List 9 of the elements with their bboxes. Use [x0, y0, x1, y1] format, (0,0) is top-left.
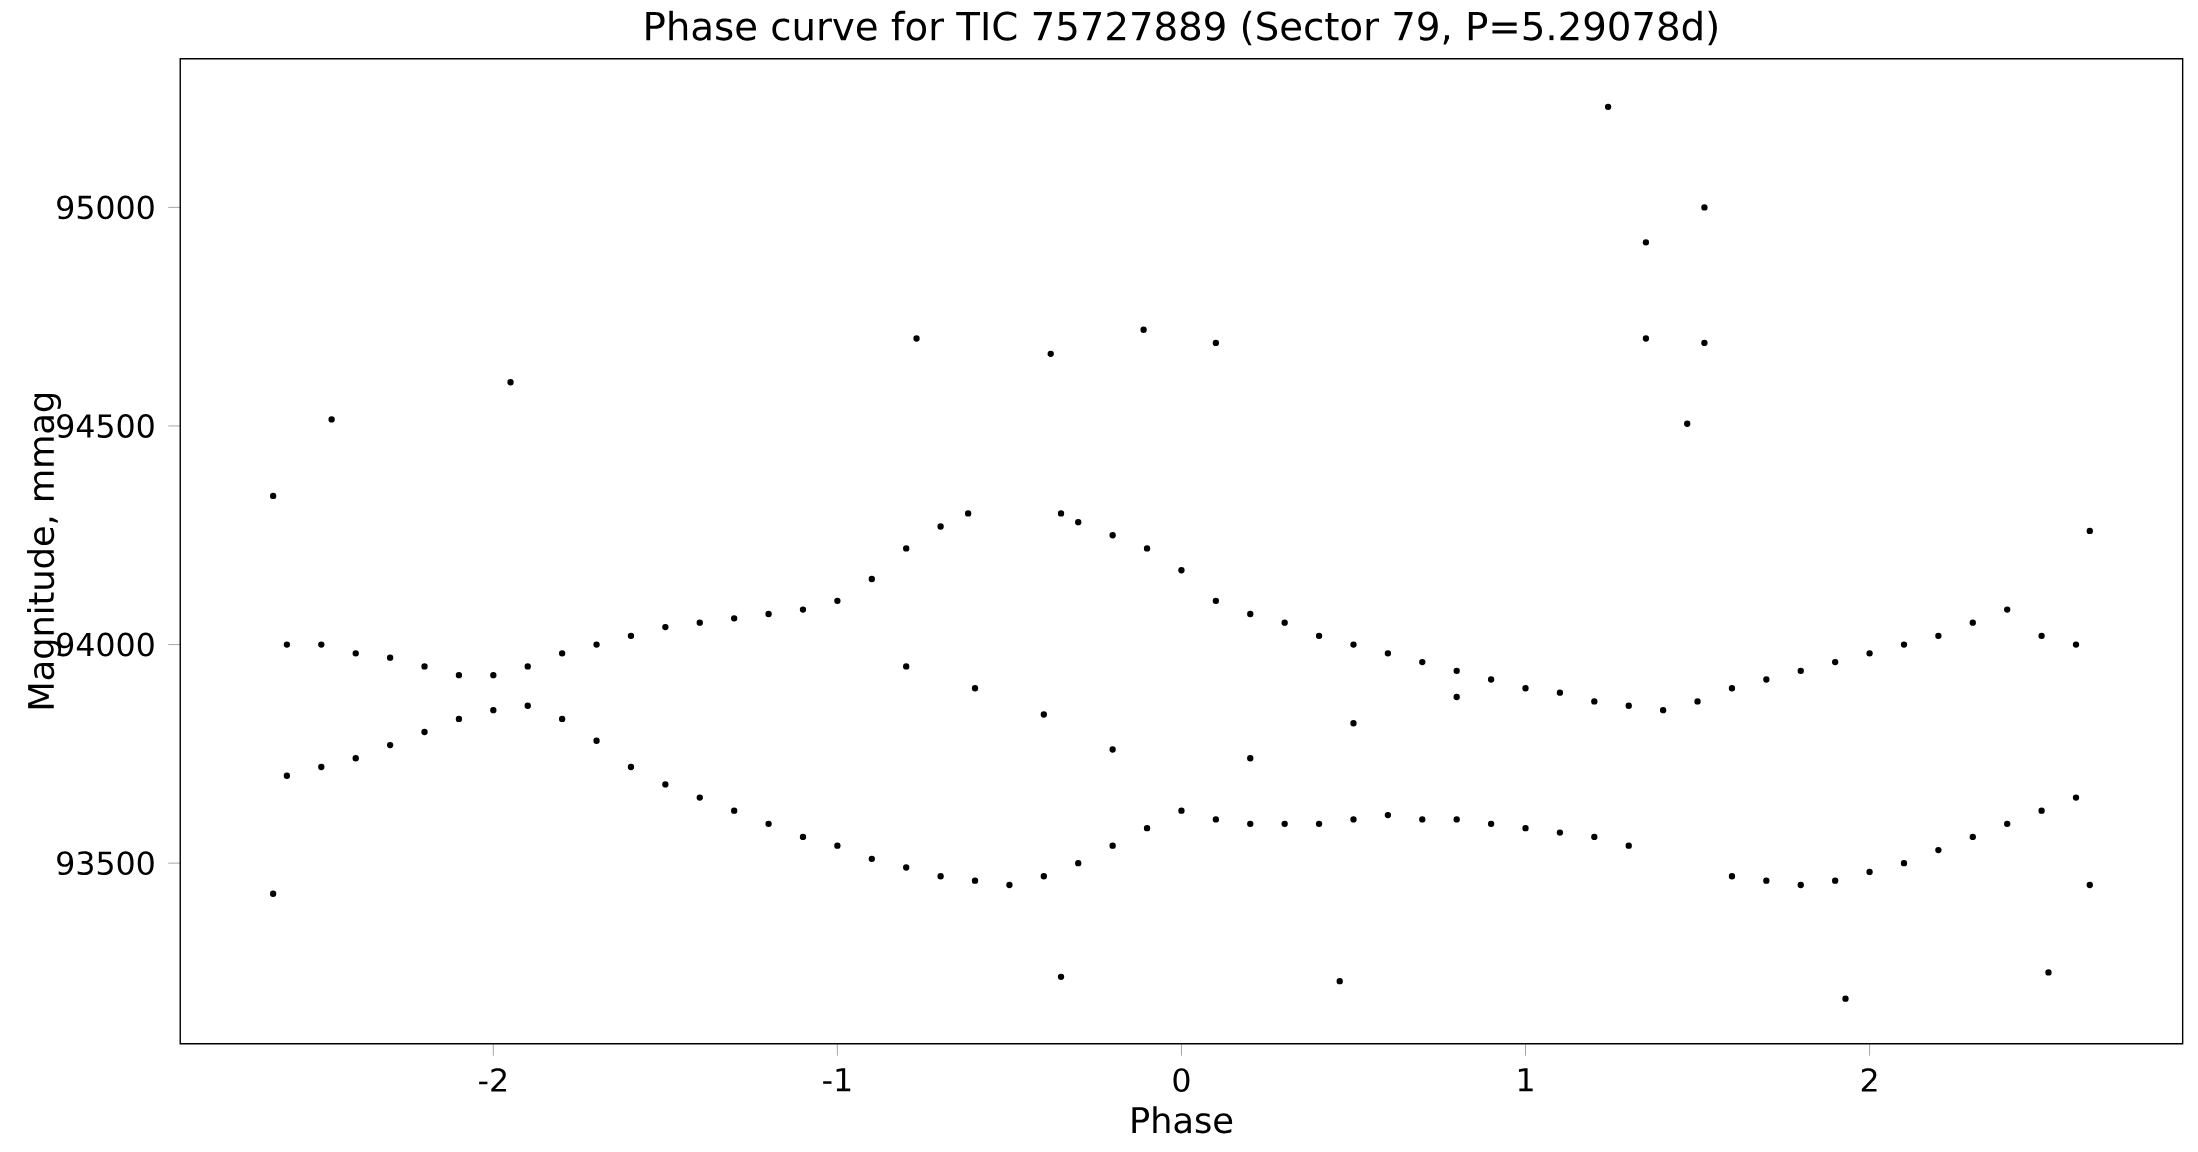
x-tick-label: 2	[1861, 1068, 1877, 1092]
x-tick-label: -2	[479, 1068, 506, 1092]
chart-title: Phase curve for TIC 75727889 (Sector 79, P=5.29078d)	[646, 10, 1717, 46]
x-axis-title: Phase	[1132, 1106, 1233, 1134]
x-tick-label: 1	[1518, 1068, 1533, 1092]
y-tick-label: 93500	[57, 851, 154, 876]
x-tick-label: 0	[1173, 1068, 1190, 1093]
x-tick-label: -1	[823, 1068, 851, 1092]
y-tick-label: 95000	[57, 195, 154, 220]
